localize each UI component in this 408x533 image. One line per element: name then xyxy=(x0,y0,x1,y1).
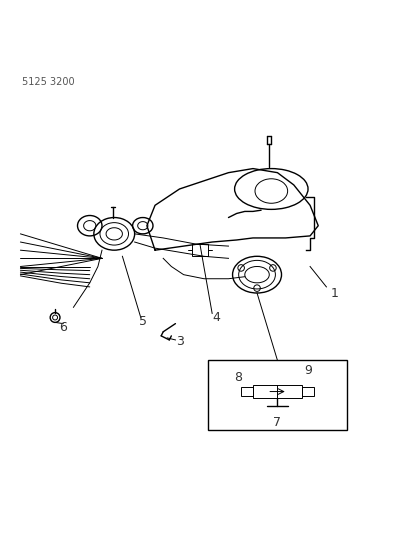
Bar xyxy=(253,385,302,398)
Text: 6: 6 xyxy=(59,321,67,334)
Bar xyxy=(208,360,347,430)
Text: 9: 9 xyxy=(304,364,312,377)
Bar xyxy=(241,387,253,395)
Text: 7: 7 xyxy=(273,416,282,429)
Text: 5: 5 xyxy=(139,315,147,328)
Text: 1: 1 xyxy=(330,287,339,300)
Text: 4: 4 xyxy=(212,311,220,324)
Text: 3: 3 xyxy=(175,335,184,349)
Bar xyxy=(192,244,208,256)
Bar xyxy=(302,387,314,395)
Text: 5125 3200: 5125 3200 xyxy=(22,77,75,87)
Text: 8: 8 xyxy=(235,371,243,384)
